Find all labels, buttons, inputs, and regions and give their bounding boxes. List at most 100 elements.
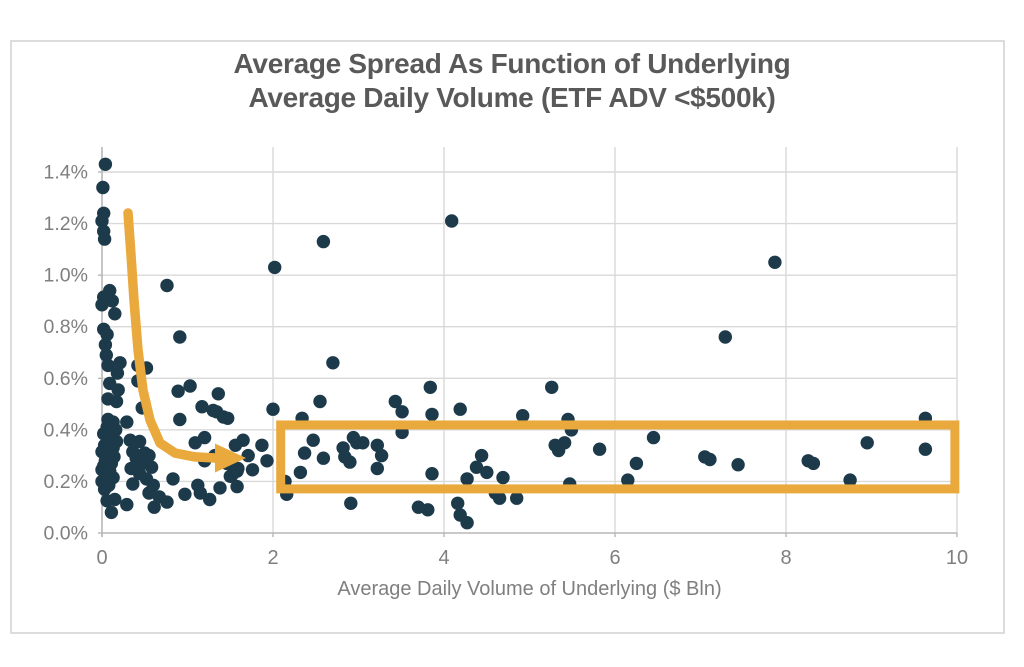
- data-point: [516, 409, 530, 423]
- y-tick-label: 0.6%: [44, 368, 88, 390]
- y-tick-label: 0.4%: [44, 419, 88, 441]
- data-point: [255, 438, 269, 452]
- data-point: [171, 384, 185, 398]
- x-tick-label: 10: [946, 547, 968, 569]
- data-point: [492, 491, 507, 505]
- data-point: [160, 278, 174, 293]
- data-point: [98, 338, 113, 352]
- data-point: [108, 307, 122, 321]
- data-point: [142, 486, 156, 500]
- data-point: [221, 411, 235, 425]
- data-point: [183, 379, 197, 393]
- x-tick-label: 6: [609, 547, 620, 569]
- data-point: [266, 402, 280, 416]
- data-point: [120, 415, 134, 429]
- data-point: [95, 298, 109, 312]
- data-point: [545, 380, 559, 394]
- data-point: [230, 479, 244, 494]
- data-point: [105, 294, 120, 308]
- data-point: [97, 232, 112, 246]
- data-point: [421, 503, 435, 517]
- data-point: [395, 405, 409, 419]
- y-tick-label: 1.4%: [44, 162, 88, 184]
- highlight-rect-annotation: [276, 420, 960, 494]
- data-point: [460, 516, 474, 530]
- data-point: [236, 433, 250, 447]
- x-tick-label: 2: [267, 547, 278, 569]
- data-point: [241, 448, 255, 463]
- data-point: [101, 358, 115, 373]
- data-point: [132, 434, 147, 449]
- data-point: [173, 330, 187, 344]
- data-point: [113, 356, 127, 370]
- data-point: [95, 214, 109, 228]
- data-point: [350, 436, 364, 450]
- data-point: [178, 487, 192, 501]
- data-point: [191, 478, 205, 492]
- data-point: [326, 356, 340, 370]
- data-point: [843, 473, 857, 487]
- data-point: [469, 460, 484, 474]
- data-point: [213, 481, 227, 495]
- data-point: [100, 327, 114, 342]
- chart-title-line2: Average Daily Volume (ETF ADV <$500k): [248, 82, 776, 113]
- data-point: [480, 465, 494, 480]
- data-point: [293, 465, 308, 480]
- x-axis-title: Average Daily Volume of Underlying ($ Bl…: [337, 578, 722, 600]
- data-point: [496, 470, 510, 485]
- data-point: [260, 454, 274, 468]
- data-point: [703, 452, 717, 467]
- data-point: [316, 451, 331, 465]
- data-point: [316, 234, 331, 249]
- y-tick-label: 0.0%: [44, 523, 88, 545]
- data-point: [147, 500, 161, 514]
- data-point: [731, 458, 745, 472]
- data-point: [211, 387, 225, 401]
- data-point: [806, 456, 821, 471]
- data-point: [197, 430, 212, 445]
- data-point: [306, 433, 320, 447]
- data-point: [104, 505, 119, 520]
- data-point: [230, 464, 244, 478]
- curved-arrow-annotation: [123, 208, 220, 463]
- chart-title: Average Spread As Function of Underlying…: [0, 47, 1024, 115]
- data-point: [96, 180, 110, 195]
- data-point: [453, 402, 467, 416]
- data-point: [344, 496, 358, 510]
- data-point: [629, 456, 644, 471]
- data-point: [425, 407, 439, 422]
- data-point: [203, 492, 217, 507]
- data-point: [374, 448, 389, 463]
- data-point: [99, 348, 114, 362]
- data-point: [166, 472, 180, 486]
- data-point: [474, 448, 489, 463]
- data-point: [621, 473, 635, 487]
- data-point: [370, 461, 384, 476]
- data-point: [126, 477, 140, 491]
- data-point: [245, 463, 260, 477]
- data-point: [160, 495, 174, 509]
- data-point: [313, 394, 327, 409]
- data-point: [918, 442, 933, 456]
- y-tick-label: 0.2%: [44, 471, 88, 493]
- data-point: [718, 330, 732, 344]
- data-point: [110, 366, 125, 380]
- data-point: [268, 260, 282, 275]
- data-point: [109, 394, 124, 409]
- data-point: [388, 394, 402, 409]
- data-point: [860, 436, 874, 450]
- data-point: [510, 491, 524, 505]
- y-tick-label: 0.8%: [44, 316, 88, 338]
- data-point: [97, 482, 112, 496]
- arrowhead-icon: [214, 443, 246, 473]
- data-point: [111, 383, 125, 397]
- data-point: [592, 442, 607, 456]
- data-point: [425, 467, 439, 481]
- data-point: [451, 496, 465, 510]
- data-point: [173, 412, 187, 427]
- data-point: [98, 157, 113, 171]
- data-point: [343, 455, 357, 469]
- data-point: [100, 494, 114, 508]
